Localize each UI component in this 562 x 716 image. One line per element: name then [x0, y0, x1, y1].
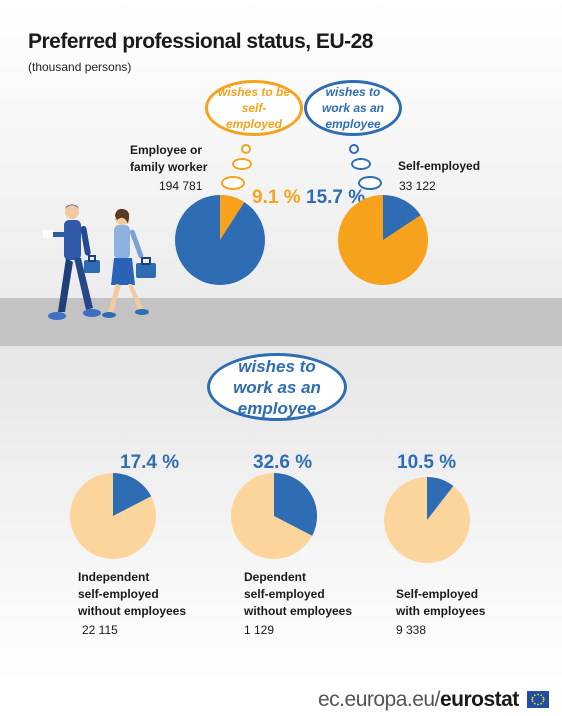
bubble-dot [232, 158, 252, 170]
page-title: Preferred professional status, EU-28 [28, 30, 373, 53]
eurostat-link[interactable]: ec.europa.eu/eurostat [318, 688, 519, 712]
independent-percentage: 17.4 % [120, 452, 180, 473]
label-line: Self-employed [396, 587, 479, 601]
dependent-percentage: 32.6 % [253, 452, 313, 473]
bubble-text: wishes to be self-employed [217, 85, 291, 131]
bubble-wishes-employee: wishes to work as an employee [304, 80, 402, 136]
pie-self-employed [338, 195, 428, 285]
label-line: self-employed [78, 587, 159, 601]
footer-brand: eurostat [439, 688, 519, 711]
employee-label-line: Employee or [130, 143, 203, 157]
bubble-bottom-wishes-employee: wishes to work as an employee [207, 353, 347, 421]
dependent-value: 1 129 [244, 623, 275, 637]
self-employed-percentage: 15.7 % [306, 187, 366, 208]
pie-employee [175, 195, 265, 285]
label-line: with employees [396, 604, 486, 618]
employee-percentage: 9.1 % [252, 187, 301, 208]
pie-slice-highlight [113, 473, 152, 516]
walking-people-illustration [43, 204, 156, 320]
bubble-text: wishes to work as an employee [233, 356, 321, 418]
label-line: without employees [244, 604, 353, 618]
pie-slice-highlight [383, 195, 421, 240]
page-subtitle: (thousand persons) [28, 60, 132, 74]
self-employed-value: 33 122 [399, 179, 436, 193]
label-line: self-employed [244, 587, 325, 601]
dependent-label: Dependent self-employed without employee… [244, 569, 352, 620]
bubble-dot [351, 158, 371, 170]
self-employed-label: Self-employed [398, 159, 481, 173]
employee-label-line: family worker [130, 160, 208, 174]
pie-slice-highlight [274, 473, 317, 536]
pie-slice-highlight [427, 477, 454, 520]
bubble-text: wishes to work as an employee [321, 85, 385, 131]
independent-label: Independent self-employed without employ… [78, 569, 186, 620]
footer-domain: ec.europa.eu/ [318, 688, 440, 711]
businessman-icon [43, 204, 101, 320]
with-employees-value: 9 338 [396, 623, 427, 637]
floor-strip [0, 298, 562, 346]
label-line: without employees [78, 604, 187, 618]
bubble-dot [349, 144, 359, 154]
top-panel-background [0, 0, 562, 300]
pie-dependent [231, 473, 317, 559]
with-employees-percentage: 10.5 % [397, 452, 457, 473]
eu-stars-icon [531, 693, 545, 706]
label-line: Dependent [244, 570, 307, 584]
pie-independent [70, 473, 156, 559]
bubble-wishes-self-employed: wishes to be self-employed [205, 80, 303, 136]
employee-value: 194 781 [159, 179, 203, 193]
bubble-dot [358, 176, 382, 190]
employee-label: Employee or family worker [130, 142, 207, 176]
bubble-dot [241, 144, 251, 154]
with-employees-label: Self-employed with employees [396, 586, 485, 620]
eu-flag-icon [527, 691, 549, 708]
footer [0, 680, 562, 716]
pie-with-employees [384, 477, 470, 563]
businesswoman-icon [102, 208, 156, 318]
independent-value: 22 115 [82, 623, 118, 637]
label-line: Independent [78, 570, 150, 584]
pie-slice-highlight [220, 195, 245, 240]
bubble-dot [221, 176, 245, 190]
